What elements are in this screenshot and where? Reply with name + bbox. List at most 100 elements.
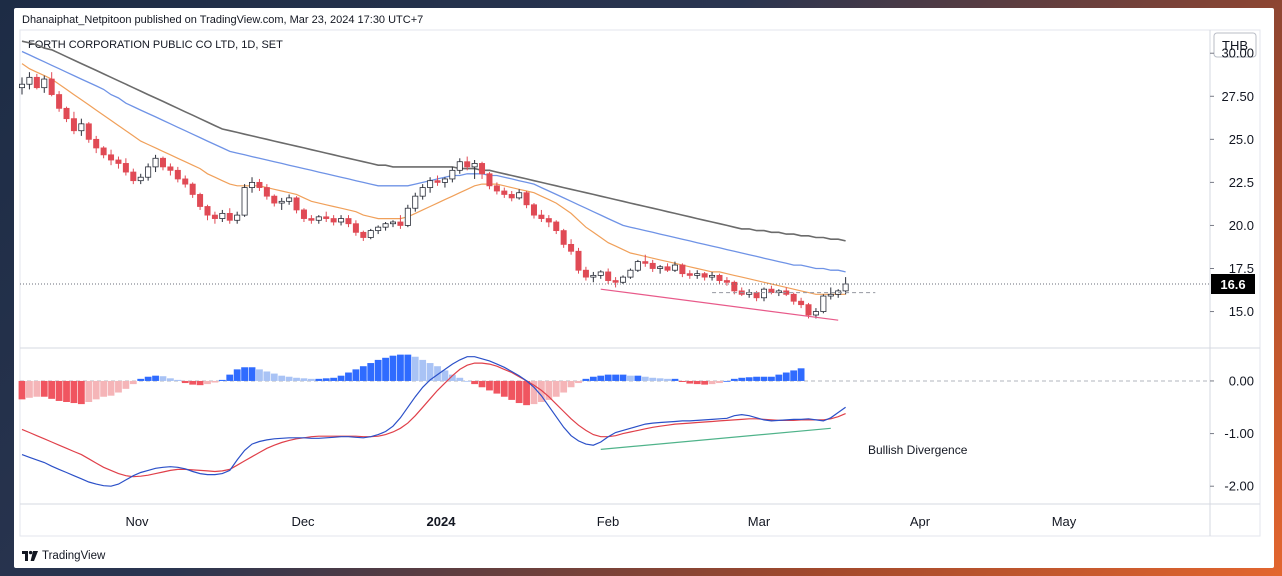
price-trendline [600, 288, 839, 321]
candle-down [568, 243, 575, 252]
candle-up [78, 123, 85, 132]
histogram-bar [92, 380, 100, 400]
candle-down [464, 161, 471, 168]
candle-down [642, 261, 649, 264]
histogram-bar [26, 380, 33, 398]
candle-down [100, 147, 107, 156]
candle-up [449, 169, 456, 180]
histogram-bar [701, 380, 709, 385]
candle-down [538, 214, 545, 219]
candle-down [798, 300, 805, 306]
candle-down [530, 204, 537, 216]
time-tick-label: Apr [910, 514, 931, 529]
histogram-bar [278, 375, 286, 381]
price-tick-label: 17.5 [1229, 261, 1254, 276]
time-tick-label: Dec [291, 514, 315, 529]
histogram-bar [330, 377, 338, 381]
candle-up [761, 288, 768, 299]
candle-up [278, 200, 285, 204]
histogram-bar [745, 377, 753, 381]
histogram-bar [382, 357, 389, 381]
candle-up [671, 264, 678, 271]
currency-box[interactable] [1213, 32, 1257, 58]
histogram-bar [248, 367, 256, 381]
histogram-bar [523, 380, 530, 406]
candle-up [627, 269, 634, 278]
candle-up [338, 218, 345, 223]
histogram-bar [708, 380, 716, 385]
price-tick-label: 30.00 [1221, 46, 1254, 61]
candle-down [33, 76, 40, 89]
candle-up [516, 192, 523, 199]
price-tick-label: 25.0 [1229, 132, 1254, 147]
candles [19, 72, 849, 319]
candle-up [456, 161, 463, 171]
candle-up [419, 187, 426, 197]
candle-down [159, 157, 166, 168]
publisher-line: Dhanaiphat_Netpitoon published on Tradin… [22, 14, 424, 26]
histogram-bar [263, 371, 271, 381]
candle-down [664, 266, 671, 271]
candle-down [130, 171, 137, 182]
candle-down [108, 154, 115, 161]
macd-line [21, 356, 846, 487]
plot-border [19, 29, 1261, 537]
histogram-bar [486, 380, 493, 391]
histogram-bar [226, 374, 234, 381]
histogram-bar [604, 374, 612, 381]
histogram-bar [70, 380, 78, 404]
footer-brand[interactable]: TradingView [22, 548, 105, 564]
candle-up [597, 271, 604, 276]
histogram-bar [77, 380, 85, 405]
histogram-bar [619, 374, 627, 381]
time-tick-label: Nov [125, 514, 149, 529]
candle-down [679, 264, 686, 275]
histogram-bar [174, 379, 182, 381]
time-tick-label: Mar [748, 514, 771, 529]
histogram-bar [315, 378, 323, 381]
candle-up [375, 226, 382, 232]
ema-fast-line [21, 63, 846, 295]
candle-up [382, 223, 389, 228]
candle-up [145, 166, 152, 178]
macd-histogram [18, 354, 1210, 406]
histogram-bar [448, 374, 456, 381]
histogram-bar [204, 380, 211, 385]
candle-up [389, 221, 396, 225]
candle-up [709, 274, 716, 278]
histogram-bar [678, 380, 686, 382]
candle-up [412, 195, 419, 209]
histogram-bar [85, 380, 93, 402]
candle-down [486, 173, 493, 187]
candle-up [812, 311, 819, 316]
histogram-bar [471, 380, 479, 385]
histogram-bar [723, 380, 731, 382]
histogram-bar [359, 366, 367, 381]
candle-down [723, 280, 730, 283]
histogram-bar [256, 369, 263, 381]
candle-up [441, 178, 448, 183]
histogram-bar [738, 377, 746, 381]
histogram-bar [790, 370, 798, 381]
histogram-bar [508, 380, 516, 400]
histogram-bar [18, 380, 26, 400]
histogram-bar [753, 376, 760, 381]
candle-down [493, 185, 500, 192]
last-price-box [1211, 274, 1255, 294]
histogram-bar [671, 378, 679, 381]
histogram-bar [144, 376, 152, 381]
candle-down [226, 212, 233, 221]
macd-lines [21, 356, 846, 487]
trendlines [600, 288, 876, 450]
histogram-bar [768, 376, 775, 381]
chart-canvas[interactable]: FORTH CORPORATION PUBLIC CO LTD, 1D, SET… [14, 8, 1274, 568]
macd-tick-label: 0.00 [1229, 373, 1254, 388]
macd-tick-label: -1.00 [1224, 426, 1254, 441]
histogram-bar [218, 379, 226, 381]
histogram-bar [63, 380, 70, 402]
time-tick-label: Feb [597, 514, 619, 529]
histogram-bar [693, 380, 701, 385]
tradingview-logo-icon [22, 550, 38, 561]
candle-down [115, 159, 122, 164]
histogram-bar [352, 369, 360, 381]
